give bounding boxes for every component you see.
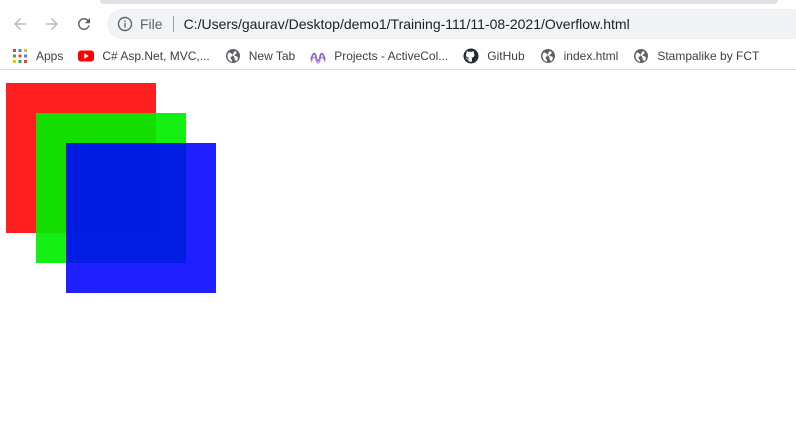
- globe-icon: [540, 48, 556, 64]
- arrow-right-icon: [46, 18, 58, 30]
- globe-icon: [633, 48, 649, 64]
- activecollab-icon: [310, 48, 326, 64]
- url-text[interactable]: C:/Users/gaurav/Desktop/demo1/Training-1…: [183, 16, 630, 32]
- bookmark-label: Stampalike by FCT: [657, 48, 760, 63]
- bookmark-stampalike[interactable]: Stampalike by FCT: [633, 43, 767, 69]
- globe-icon: [225, 48, 241, 64]
- tab-strip-edge: [0, 0, 796, 6]
- arrow-left-icon: [14, 18, 26, 30]
- back-button[interactable]: [6, 10, 34, 38]
- bookmark-apps[interactable]: Apps: [12, 43, 71, 69]
- bookmark-csharp-aspnet[interactable]: C# Asp.Net, MVC,...: [78, 43, 217, 69]
- bookmark-label: index.html: [563, 48, 619, 63]
- bookmark-new-tab[interactable]: New Tab: [225, 43, 303, 69]
- bookmark-github[interactable]: GitHub: [463, 43, 532, 69]
- youtube-icon: [78, 48, 95, 64]
- forward-button[interactable]: [38, 10, 66, 38]
- reload-button[interactable]: [70, 10, 98, 38]
- omnibox-divider: [172, 16, 174, 32]
- info-icon[interactable]: [117, 16, 133, 32]
- address-bar[interactable]: File C:/Users/gaurav/Desktop/demo1/Train…: [107, 9, 796, 39]
- bookmarks-bar: Apps C# Asp.Net, MVC,... New Tab Project…: [0, 42, 796, 70]
- bookmark-label: GitHub: [487, 48, 525, 63]
- bookmark-label: New Tab: [248, 48, 296, 63]
- github-icon: [463, 48, 479, 64]
- bookmark-label: Apps: [36, 48, 64, 63]
- scheme-label: File: [140, 16, 163, 32]
- bookmark-label: Projects - ActiveCol...: [334, 48, 449, 63]
- apps-grid-icon: [12, 48, 28, 64]
- browser-toolbar: File C:/Users/gaurav/Desktop/demo1/Train…: [0, 6, 796, 42]
- bookmark-projects-activecollab[interactable]: Projects - ActiveCol...: [310, 43, 456, 69]
- reload-icon: [77, 17, 90, 30]
- blue-box: [66, 143, 216, 293]
- bookmark-index-html[interactable]: index.html: [540, 43, 627, 69]
- page-viewport: [0, 75, 796, 444]
- bookmark-label: C# Asp.Net, MVC,...: [102, 48, 210, 63]
